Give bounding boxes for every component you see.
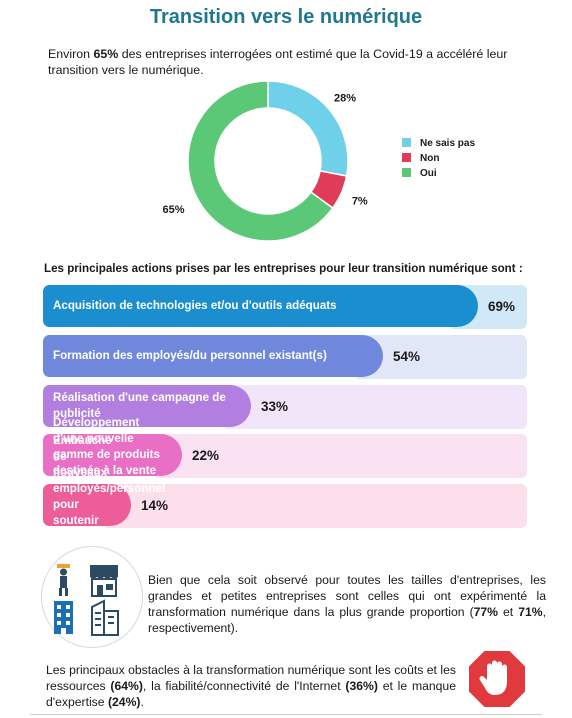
donut-chart: 28% 7% 65% Ne sais pas Non Oui xyxy=(163,80,475,242)
donut-data-label: 28% xyxy=(334,92,356,104)
bar-percent-tab xyxy=(156,434,527,478)
bar-row: Formation des employés/du personnel exis… xyxy=(43,335,527,379)
bar-value-label: 33% xyxy=(261,398,289,414)
legend-swatch xyxy=(402,138,411,147)
actions-heading: Les principales actions prises par les e… xyxy=(44,262,523,275)
bar-value-label: 54% xyxy=(393,348,421,364)
bar-percent-tab xyxy=(105,484,527,528)
office-building-icon xyxy=(54,601,73,634)
legend-label: Non xyxy=(420,153,439,164)
bar-percent-tab xyxy=(225,385,527,429)
legend-label: Oui xyxy=(420,168,437,179)
company-size-paragraph: Bien que cela soit observé pour toutes l… xyxy=(148,573,546,635)
bar-category-label: Formation des employés/du personnel exis… xyxy=(53,349,327,362)
bar: Embauche de nouveaux employés/personnel … xyxy=(43,434,165,575)
bar-row: Embauche de nouveaux employés/personnel … xyxy=(43,434,527,575)
bar: Réalisation d'une campagne de publicité xyxy=(43,385,251,427)
skyscraper-icon xyxy=(91,599,119,636)
footer-divider xyxy=(30,714,542,715)
legend-swatch xyxy=(402,168,411,177)
bar-value-label: 69% xyxy=(488,298,516,314)
bar-percent-tab xyxy=(357,335,527,379)
company-size-icons xyxy=(41,546,143,648)
bar: Formation des employés/du personnel exis… xyxy=(43,335,383,377)
obstacles-paragraph: Les principaux obstacles à la transforma… xyxy=(46,663,456,709)
shop-icon xyxy=(90,565,118,597)
bar-category-label: Acquisition de technologies et/ou d'outi… xyxy=(53,299,337,312)
bar: Acquisition de technologies et/ou d'outi… xyxy=(43,285,478,327)
hand-stop-icon xyxy=(467,649,527,709)
legend-swatch xyxy=(402,153,411,162)
bar-value-label: 14% xyxy=(141,497,169,513)
page-title: Transition vers le numérique xyxy=(149,6,423,28)
bar-row: Réalisation d'une campagne de publicité 3… xyxy=(43,385,527,429)
donut-data-label: 65% xyxy=(163,204,185,216)
bar: Développement d'une nouvelle gamme de pr… xyxy=(43,416,182,493)
donut-data-label: 7% xyxy=(352,196,368,208)
donut-slice-oui xyxy=(187,80,334,242)
intro-text: Environ 65% des entreprises interrogées … xyxy=(48,47,508,77)
bar-value-label: 22% xyxy=(192,447,220,463)
bar-row: Développement d'une nouvelle gamme de pr… xyxy=(43,416,527,493)
legend-label: Ne sais pas xyxy=(420,138,475,149)
bar-category-label: Réalisation d'une campagne de publicité xyxy=(53,391,226,420)
bar-row: Acquisition de technologies et/ou d'outi… xyxy=(43,285,527,329)
worker-icon xyxy=(57,564,70,596)
